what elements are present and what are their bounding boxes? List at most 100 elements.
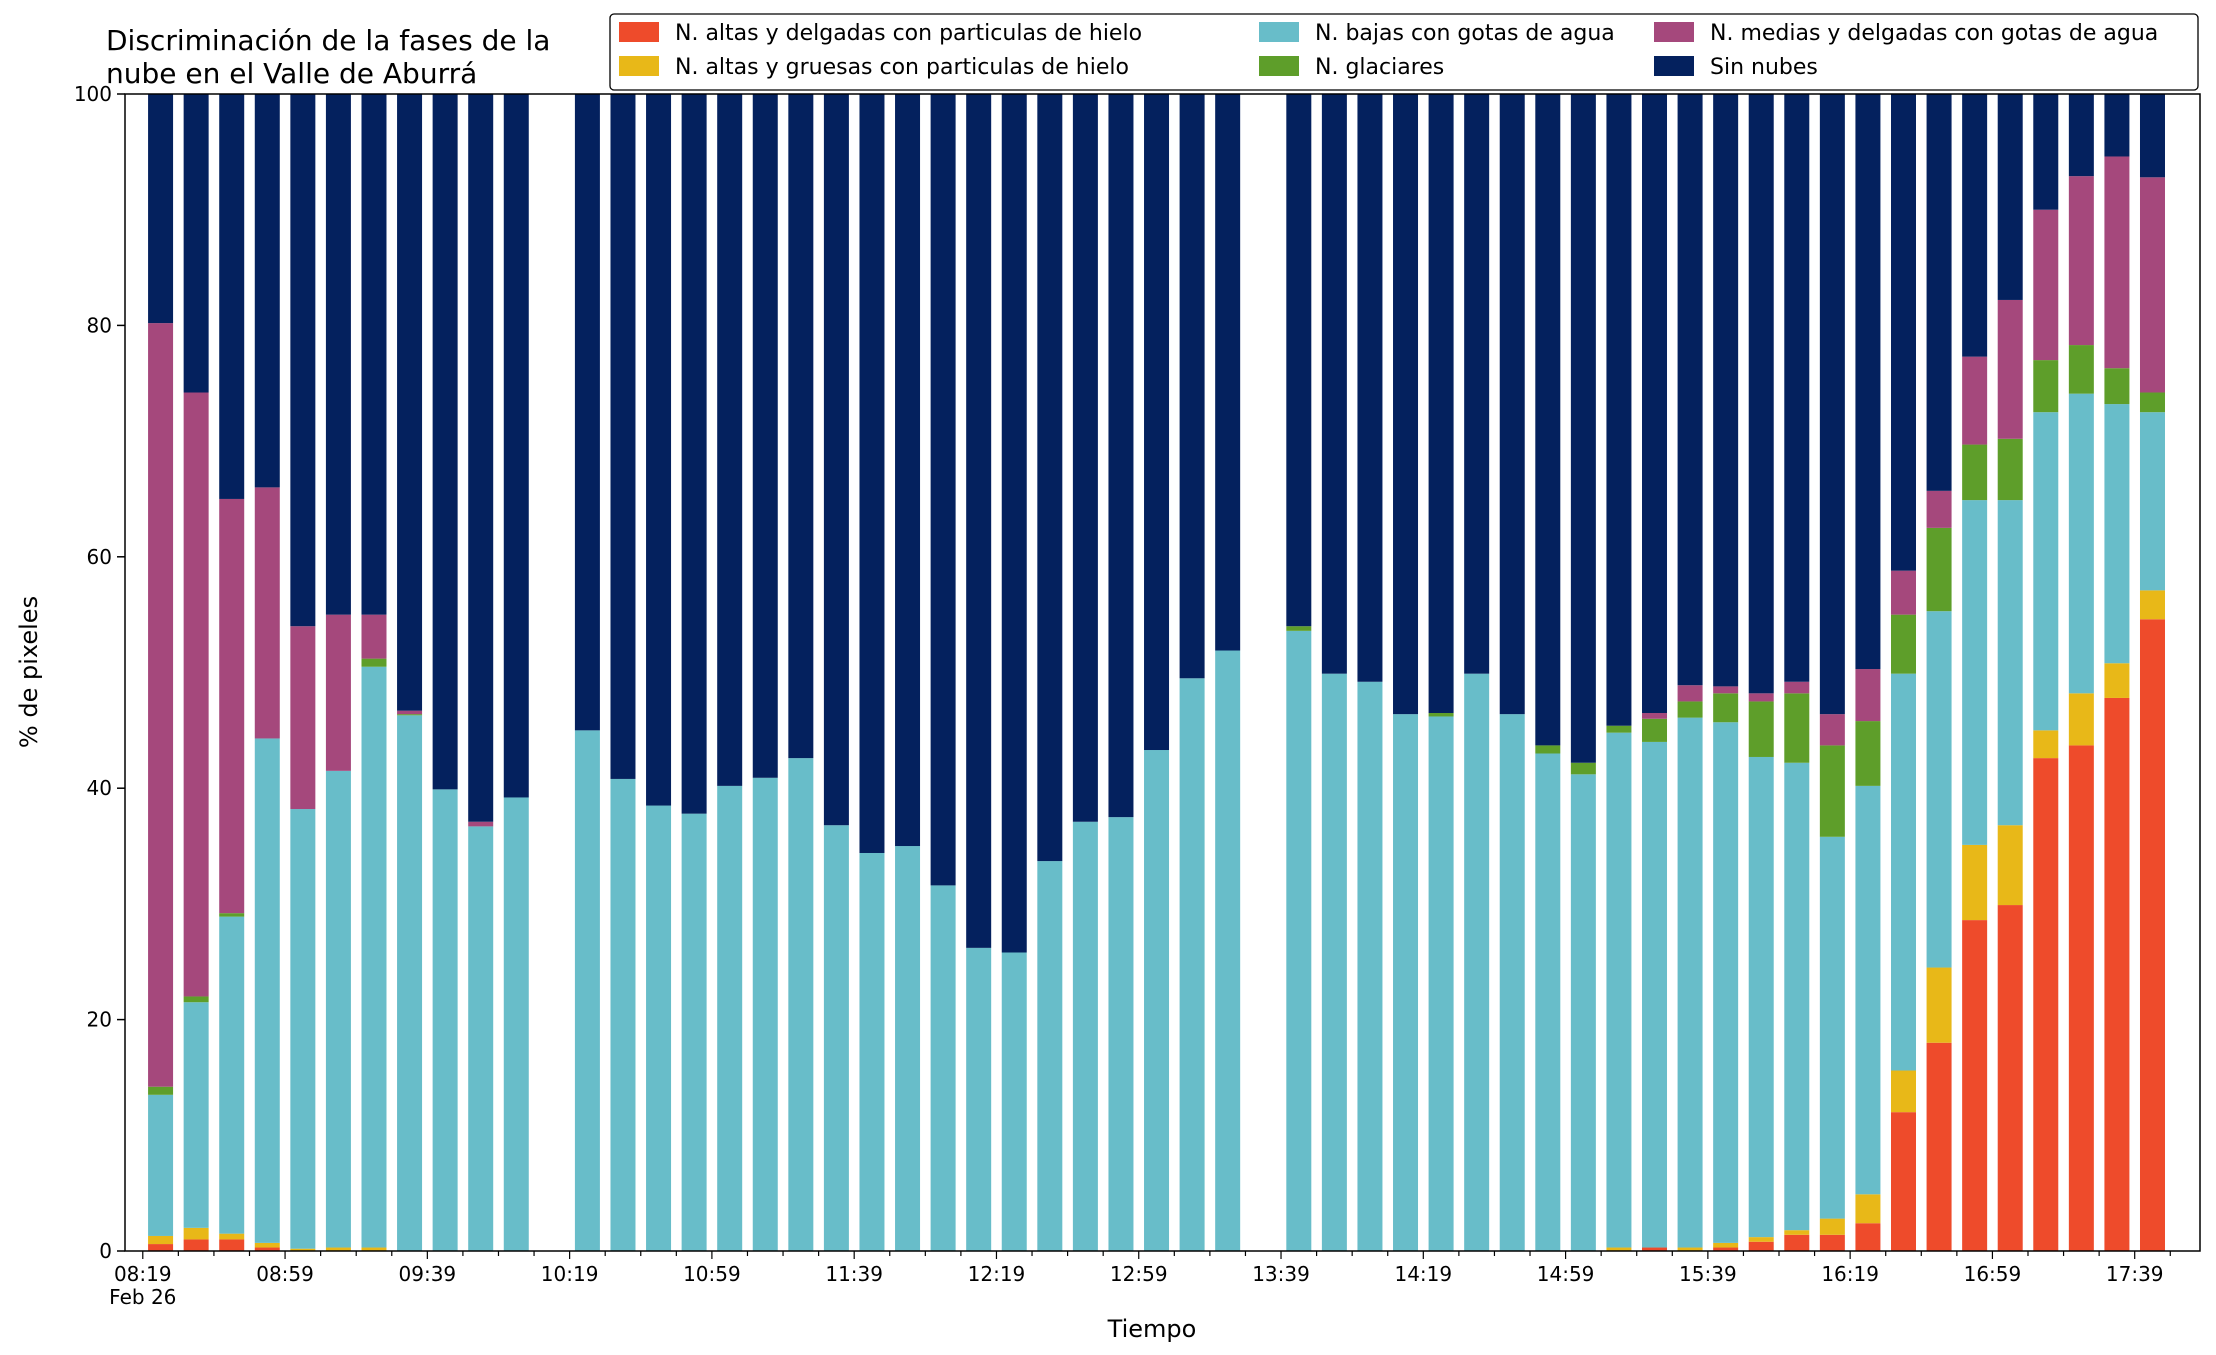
bar-segment — [1784, 1234, 1810, 1251]
bar-segment — [717, 785, 743, 1251]
bar-segment — [1926, 967, 1952, 1043]
x-tick-label: 12:19 — [968, 1262, 1026, 1286]
legend-swatch — [1259, 22, 1299, 42]
bar-segment — [254, 1247, 280, 1251]
bar-segment — [1748, 701, 1774, 757]
bar-stack — [574, 94, 600, 1251]
bar-segment — [930, 885, 956, 1251]
bar-segment — [1784, 681, 1810, 694]
bar-segment — [646, 94, 672, 806]
bar-stack — [1570, 94, 1596, 1251]
bar-segment — [1037, 861, 1063, 1251]
bar-segment — [1891, 673, 1916, 1071]
legend-swatch — [619, 22, 659, 42]
bar-segment — [1144, 94, 1170, 751]
y-tick-label: 40 — [87, 776, 112, 800]
bar-segment — [1001, 94, 1027, 953]
bar-segment — [1179, 678, 1205, 1251]
bar-segment — [823, 94, 849, 826]
bar-stack — [254, 94, 280, 1251]
bar-stack — [1606, 94, 1632, 1251]
bar-segment — [1108, 94, 1134, 818]
bar-segment — [1784, 762, 1810, 1231]
legend-entry: N. bajas con gotas de agua — [1259, 21, 1615, 46]
bar-segment — [1606, 732, 1632, 1248]
bar-segment — [1855, 669, 1881, 722]
bar-segment — [1748, 94, 1774, 694]
chart-title: Discriminación de la fases de la nube en… — [106, 24, 550, 90]
bar-stack — [1286, 94, 1312, 1251]
bar-segment — [183, 94, 209, 393]
bar-segment — [574, 94, 600, 731]
bar-segment — [468, 821, 494, 827]
bar-segment — [1215, 94, 1241, 651]
bar-segment — [254, 487, 280, 739]
bar-segment — [325, 1247, 351, 1251]
bar-segment — [1286, 630, 1312, 1251]
bar-segment — [397, 94, 423, 711]
bar-stack — [930, 94, 956, 1251]
bar-segment — [397, 710, 423, 715]
bar-stack — [325, 94, 351, 1251]
bar-segment — [1855, 785, 1881, 1195]
bar-segment — [1784, 693, 1810, 763]
y-tick-label: 20 — [87, 1008, 112, 1032]
bar-segment — [1997, 905, 2023, 1251]
bar-stack — [1962, 94, 1988, 1251]
bars-layer — [148, 94, 2165, 1252]
plot-frame — [124, 93, 2201, 1252]
bar-stack — [361, 94, 387, 1251]
bar-segment — [1784, 1230, 1810, 1235]
legend-swatch — [1654, 56, 1694, 76]
bar-segment — [930, 94, 956, 886]
bar-segment — [254, 94, 280, 488]
bar-stack — [788, 94, 814, 1251]
bar-segment — [219, 1233, 245, 1240]
bar-segment — [1642, 94, 1668, 713]
bar-segment — [895, 94, 921, 847]
bar-segment — [1962, 500, 1988, 845]
bar-segment — [1570, 774, 1596, 1251]
bar-stack — [1144, 94, 1170, 1251]
bar-stack — [966, 94, 992, 1251]
bar-segment — [1108, 817, 1134, 1252]
bar-stack — [2104, 94, 2130, 1251]
bar-segment — [2033, 94, 2059, 210]
bar-segment — [2139, 590, 2165, 620]
bar-segment — [1357, 681, 1383, 1251]
bar-segment — [397, 714, 423, 716]
bar-segment — [361, 94, 387, 615]
bar-segment — [183, 1227, 209, 1240]
bar-segment — [183, 1239, 209, 1251]
bar-segment — [432, 789, 458, 1251]
y-tick-label: 100 — [74, 82, 112, 106]
bar-segment — [1606, 725, 1632, 733]
bar-stack — [610, 94, 636, 1251]
bar-segment — [2068, 94, 2094, 177]
bar-segment — [2104, 156, 2130, 369]
bar-stack — [1855, 94, 1881, 1251]
bar-segment — [1357, 94, 1383, 682]
bar-segment — [1642, 718, 1668, 742]
bar-segment — [574, 730, 600, 1251]
bar-segment — [1997, 825, 2023, 906]
y-tick-label: 60 — [87, 545, 112, 569]
bar-segment — [361, 614, 387, 659]
bar-segment — [681, 94, 707, 814]
bar-stack — [503, 94, 529, 1251]
x-tick-label: 08:19 — [114, 1262, 172, 1286]
bar-segment — [468, 826, 494, 1251]
bar-segment — [183, 392, 209, 997]
bar-segment — [1464, 94, 1490, 674]
bar-segment — [1535, 753, 1561, 1251]
bar-segment — [1819, 836, 1845, 1219]
bar-segment — [1962, 844, 1988, 921]
bar-stack — [1499, 94, 1525, 1251]
bar-segment — [1997, 438, 2023, 501]
bar-segment — [1713, 1242, 1739, 1248]
bar-segment — [1926, 490, 1952, 528]
bar-stack — [1642, 94, 1668, 1251]
bar-segment — [610, 94, 636, 779]
bar-segment — [503, 797, 529, 1251]
